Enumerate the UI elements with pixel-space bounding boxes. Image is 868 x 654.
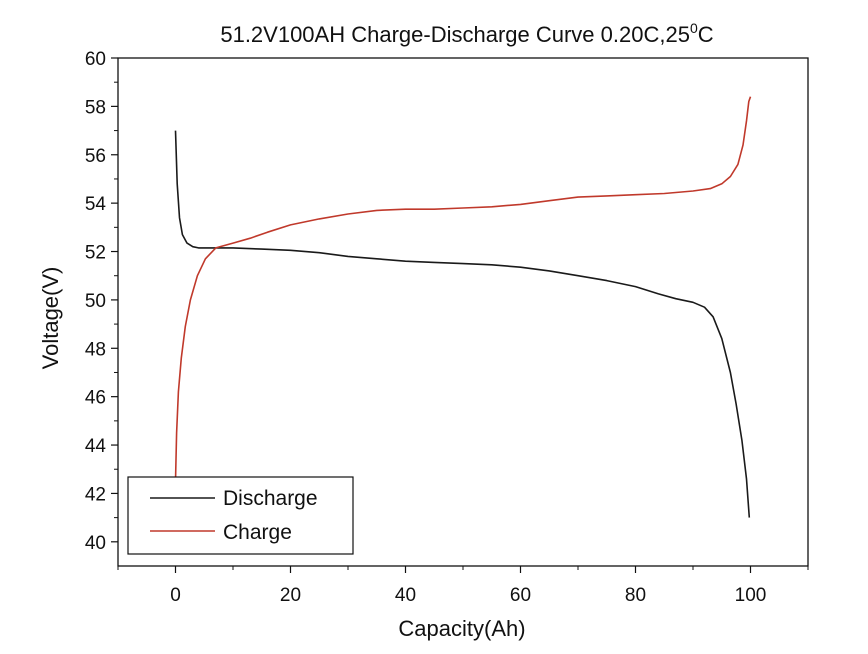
chart-title-main: 51.2V100AH Charge-Discharge Curve 0.20C,…	[220, 22, 690, 47]
y-axis-title: Voltage(V)	[38, 267, 63, 370]
chart-title-superscript: 0	[690, 20, 698, 36]
legend-label-discharge: Discharge	[223, 487, 318, 510]
plot-layer: 40 42 44 46 48 50 52 54 56 58 60 0 20 40 60 80 100	[85, 49, 809, 606]
x-tick-label-100: 100	[735, 585, 767, 606]
x-tick-label-60: 60	[510, 585, 531, 606]
legend-label-charge: Charge	[223, 521, 292, 544]
x-axis-title: Capacity(Ah)	[398, 616, 525, 641]
y-tick-label-48: 48	[85, 339, 106, 360]
series-line-discharge	[174, 130, 751, 518]
x-tick-label-20: 20	[280, 585, 301, 606]
x-tick-label-80: 80	[625, 585, 646, 606]
legend: Discharge Charge	[127, 476, 354, 555]
y-tick-label-54: 54	[85, 194, 107, 215]
legend-box	[127, 476, 354, 555]
y-tick-label-44: 44	[85, 436, 107, 457]
x-tick-label-0: 0	[170, 585, 181, 606]
x-tick-label-40: 40	[395, 585, 416, 606]
y-tick-label-42: 42	[85, 484, 106, 505]
y-tick-label-52: 52	[85, 243, 106, 264]
y-tick-label-50: 50	[85, 291, 106, 312]
chart-title-suffix: C	[698, 22, 714, 47]
series-line-charge	[174, 96, 752, 482]
y-tick-label-60: 60	[85, 49, 106, 70]
y-tick-label-56: 56	[85, 146, 106, 167]
y-tick-label-46: 46	[85, 388, 106, 409]
chart-title: 51.2V100AH Charge-Discharge Curve 0.20C,…	[220, 20, 713, 47]
y-tick-label-40: 40	[85, 533, 106, 554]
y-tick-label-58: 58	[85, 97, 106, 118]
